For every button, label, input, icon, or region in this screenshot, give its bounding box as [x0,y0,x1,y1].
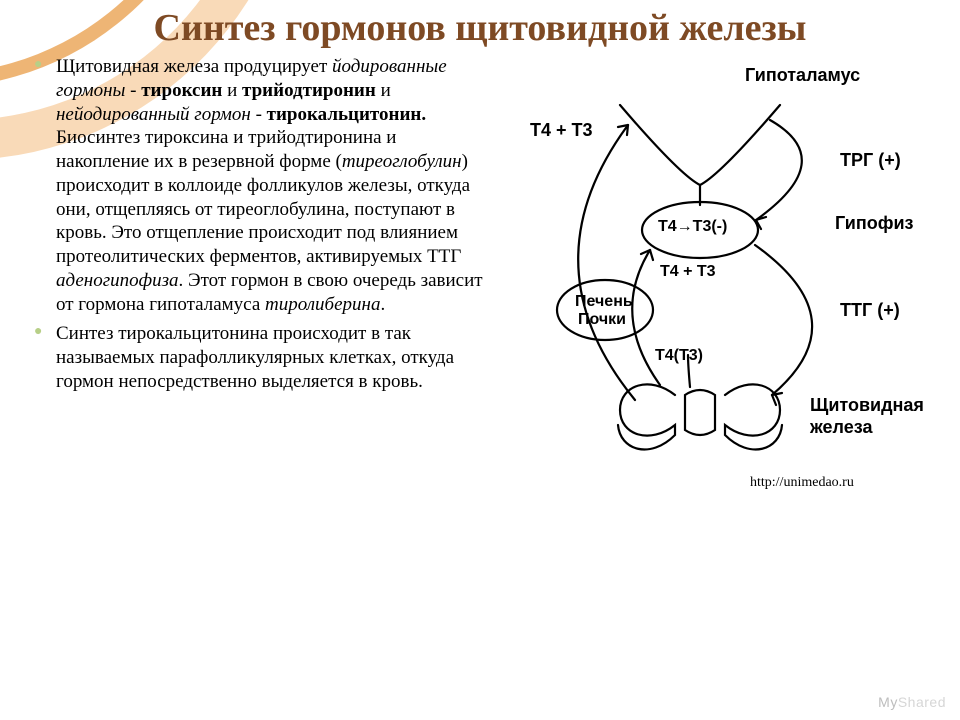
paragraph: Щитовидная железа продуцирует йодированн… [56,55,490,316]
label-thyroid-2: железа [810,417,872,438]
hpat-axis-diagram: Гипоталамус ТРГ (+) Гипофиз ТТГ (+) Щито… [500,65,930,465]
label-t4t3-left: Т4 + Т3 [530,120,593,141]
text-column: Щитовидная железа продуцирует йодированн… [30,55,490,465]
watermark-part-2: Shared [898,694,946,710]
slide: Синтез гормонов щитовидной железы Щитови… [0,0,960,720]
label-kidney: Почки [578,311,626,329]
list-item: Синтез тирокальцитонина происходит в так… [56,322,490,393]
label-hypothalamus: Гипоталамус [745,65,860,86]
label-pituitary: Гипофиз [835,213,913,234]
label-t4t3-low: Т4(Т3) [655,347,703,365]
content-row: Щитовидная железа продуцирует йодированн… [30,55,930,465]
label-t4t3-mid: Т4 + Т3 [660,263,716,281]
figure-column: Гипоталамус ТРГ (+) Гипофиз ТТГ (+) Щито… [500,55,930,465]
label-trh: ТРГ (+) [840,150,901,171]
slide-title: Синтез гормонов щитовидной железы [30,8,930,49]
watermark-part-1: My [878,694,898,710]
watermark: MyShared [878,694,946,710]
image-credit: http://unimedao.ru [750,475,854,491]
paragraph: Синтез тирокальцитонина происходит в так… [56,322,490,393]
label-pit-inner: Т4→Т3(-) [658,218,727,236]
label-tsh: ТТГ (+) [840,300,900,321]
list-item: Щитовидная железа продуцирует йодированн… [56,55,490,316]
label-thyroid-1: Щитовидная [810,395,924,416]
bullet-list: Щитовидная железа продуцирует йодированн… [30,55,490,394]
label-liver: Печень [575,293,633,311]
